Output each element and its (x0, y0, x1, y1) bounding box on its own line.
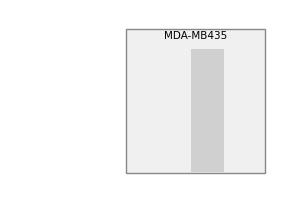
Bar (191, 49, 224, 172)
Bar (126, 29, 266, 173)
Text: MDA-MB435: MDA-MB435 (164, 31, 227, 41)
